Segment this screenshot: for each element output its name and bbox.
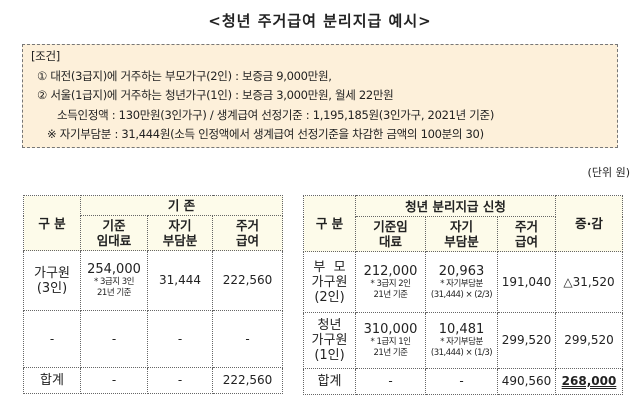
rent-note: * 1급지 1인 21년 기준 [370, 337, 411, 358]
rent-note: * 3급지 3인 21년 기준 [94, 277, 134, 298]
header-rent: 기준임 대료 [355, 216, 426, 252]
row-label: 합계 [23, 367, 81, 394]
rent-cell: 212,000 * 3급지 2인 21년 기준 [355, 251, 426, 313]
condition-line: ① 대전(3급지)에 거주하는 부모가구(2인) : 보증금 9,000만원, [37, 68, 332, 83]
diff-value: △31,520 [555, 251, 623, 313]
benefit-value: 222,560 [212, 250, 283, 311]
rent-cell: 310,000 * 1급지 1인 21년 기준 [355, 312, 426, 369]
rent-value: - [355, 368, 426, 395]
header-diff: 증·감 [555, 195, 623, 252]
benefit-value: 490,560 [497, 368, 556, 395]
header-group: 청년 분리지급 신청 [355, 195, 556, 217]
self-cell: 10,481 * 자기부담분 (31,444) × (1/3) [425, 312, 498, 369]
benefit-value: - [212, 310, 283, 368]
header-rent: 기준 임대료 [80, 215, 148, 251]
row-label: 청년 가구원 (1인) [303, 312, 356, 369]
self-value: 31,444 [147, 250, 213, 311]
diff-total-value: 268,000 [555, 368, 623, 395]
self-note: * 자기부담분 (31,444) × (1/3) [430, 337, 493, 358]
rent-value: - [80, 310, 148, 368]
self-value: - [147, 310, 213, 368]
rent-note: * 3급지 2인 21년 기준 [370, 278, 411, 300]
header-benefit: 주거 급여 [497, 216, 556, 252]
page-title: <청년 주거급여 분리지급 예시> [208, 12, 432, 30]
table-row: ---- [23, 310, 283, 368]
row-label: - [23, 310, 81, 368]
table-row: 가구원 (3인) 254,000 * 3급지 3인 21년 기준 31,444 2… [23, 250, 283, 311]
self-value: 20,963 [438, 263, 485, 279]
split-table: 구 분 청년 분리지급 신청 증·감 기준임 대료 자기 부담분 주거 급여 부 모 가… [303, 195, 623, 395]
rent-value: 254,000 [87, 262, 141, 277]
row-label: 가구원 (3인) [23, 250, 81, 311]
conditions-box: [조건] ① 대전(3급지)에 거주하는 부모가구(2인) : 보증금 9,00… [22, 44, 618, 148]
rent-cell: 254,000 * 3급지 3인 21년 기준 [80, 250, 148, 311]
condition-line: 소득인정액 : 130만원(3인가구) / 생계급여 선정기준 : 1,195,… [57, 107, 495, 122]
rent-value: - [80, 367, 148, 394]
rent-value: 310,000 [363, 322, 418, 337]
row-label: 부 모 가구원 (2인) [303, 251, 356, 313]
self-cell: 20,963 * 자기부담분 (31,444) × (2/3) [425, 251, 498, 313]
table-row: 부 모 가구원 (2인) 212,000 * 3급지 2인 21년 기준 20,9… [303, 251, 623, 313]
total-row: 합계 - -222,560 [23, 367, 283, 394]
total-row: 합계 - -490,560 268,000 [303, 368, 623, 395]
benefit-value: 191,040 [497, 251, 556, 313]
self-note: * 자기부담분 (31,444) × (2/3) [430, 278, 493, 300]
conditions-heading: [조건] [31, 49, 60, 63]
condition-line: ※ 자기부담분 : 31,444원(소득 인정액에서 생계급여 선정기준을 차감… [47, 127, 484, 141]
header-self: 자기 부담분 [147, 215, 213, 251]
benefit-value: 222,560 [212, 367, 283, 394]
header-category: 구 분 [23, 195, 81, 251]
self-value: - [425, 368, 498, 395]
header-benefit: 주거 급여 [212, 215, 283, 251]
table-row: 청년 가구원 (1인) 310,000 * 1급지 1인 21년 기준 10,48… [303, 312, 623, 369]
unit-label: (단위 원) [587, 166, 630, 179]
condition-line: ② 서울(1급지)에 거주하는 청년가구(1인) : 보증금 3,000만원, … [37, 88, 394, 102]
rent-value: 212,000 [363, 263, 418, 279]
header-self: 자기 부담분 [425, 216, 498, 252]
header-category: 구 분 [303, 195, 356, 252]
benefit-value: 299,520 [497, 312, 556, 369]
header-group: 기 존 [80, 195, 283, 216]
self-value: 10,481 [438, 322, 485, 337]
self-value: - [147, 367, 213, 394]
diff-value: 299,520 [555, 312, 623, 369]
row-label: 합계 [303, 368, 356, 395]
